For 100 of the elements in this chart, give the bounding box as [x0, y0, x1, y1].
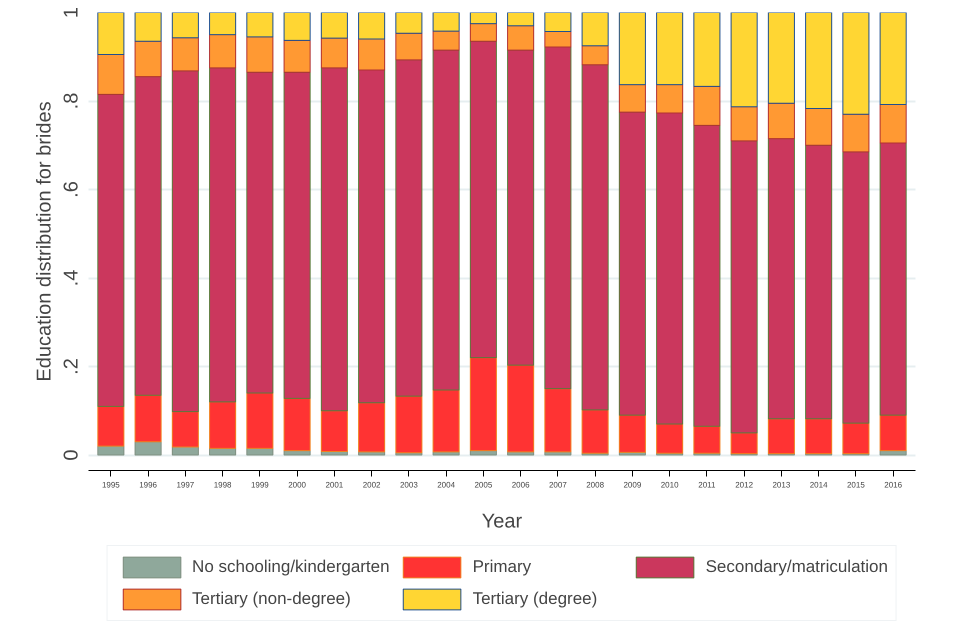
- bar: [768, 12, 795, 104]
- x-axis-title: Year: [482, 510, 523, 532]
- bar: [582, 409, 609, 454]
- bar: [507, 50, 534, 366]
- legend-label: Tertiary (degree): [472, 588, 598, 608]
- x-tick-label: 1995: [102, 480, 120, 490]
- bar: [656, 424, 684, 454]
- bar: [880, 12, 907, 106]
- bar: [395, 12, 422, 34]
- bar: [358, 402, 386, 452]
- legend-label: No schooling/kindergarten: [192, 556, 390, 576]
- bar: [693, 426, 720, 454]
- bar: [246, 12, 274, 38]
- bar: [470, 12, 497, 24]
- bar: [693, 86, 720, 126]
- bar: [730, 432, 758, 454]
- x-tick-label: 2015: [847, 480, 866, 490]
- bar: [768, 138, 795, 420]
- bar: [582, 64, 609, 410]
- bar: [97, 94, 124, 407]
- x-tick-label: 2007: [548, 480, 568, 490]
- bar: [693, 124, 720, 427]
- bar: [172, 37, 199, 72]
- bar: [768, 102, 795, 140]
- bar: [432, 389, 460, 452]
- bar: [358, 38, 386, 71]
- y-tick-label: .2: [60, 358, 82, 375]
- bar: [209, 67, 236, 402]
- bar: [544, 12, 572, 32]
- x-tick-label: 2001: [325, 480, 344, 490]
- bar: [246, 72, 274, 394]
- x-tick-label: 2011: [698, 480, 716, 490]
- bar: [805, 108, 832, 146]
- bar: [320, 38, 348, 68]
- bar: [432, 12, 460, 32]
- bar: [730, 140, 758, 434]
- bar: [618, 84, 646, 113]
- x-tick-label: 1997: [176, 480, 195, 490]
- bar: [134, 441, 162, 456]
- bar: [432, 30, 460, 51]
- bar: [134, 40, 162, 78]
- bar: [134, 76, 162, 396]
- bar: [358, 12, 386, 40]
- bar: [730, 106, 758, 142]
- x-tick-label: 2009: [623, 480, 642, 490]
- bar: [172, 70, 199, 412]
- x-tick-label: 2016: [884, 480, 903, 490]
- bar: [97, 12, 124, 56]
- bar: [320, 12, 348, 39]
- x-tick-label: 2010: [660, 480, 680, 490]
- y-tick-label: .4: [60, 270, 82, 286]
- bar: [544, 46, 572, 390]
- bar: [805, 144, 832, 420]
- y-tick-label: .6: [60, 181, 82, 198]
- x-tick-label: 1998: [214, 480, 232, 490]
- bar: [618, 12, 646, 86]
- bar: [395, 59, 422, 397]
- bar: [544, 31, 572, 48]
- bar: [470, 23, 497, 42]
- bar: [284, 40, 311, 73]
- bar: [284, 398, 311, 452]
- bar: [842, 114, 870, 152]
- bar: [507, 25, 534, 51]
- bar: [172, 411, 199, 448]
- bar: [97, 406, 124, 447]
- bar: [284, 12, 311, 41]
- bar: [842, 422, 870, 454]
- bar: [507, 364, 534, 452]
- x-tick-label: 2002: [362, 480, 382, 490]
- x-tick-label: 2008: [586, 480, 605, 490]
- x-tick-label: 2004: [437, 480, 456, 490]
- legend-label: Tertiary (non-degree): [192, 588, 351, 608]
- bar: [768, 418, 795, 454]
- bar: [97, 446, 124, 456]
- legend-label: Secondary/matriculation: [706, 556, 888, 576]
- x-tick-label: 2006: [512, 480, 530, 490]
- bar: [805, 418, 832, 454]
- bar: [693, 12, 720, 87]
- bar: [656, 84, 684, 114]
- bar: [618, 112, 646, 416]
- bar: [880, 104, 907, 144]
- bar: [507, 12, 534, 26]
- x-tick-label: 2003: [400, 480, 418, 490]
- bar: [842, 12, 870, 115]
- bar: [209, 401, 236, 449]
- bar: [842, 151, 870, 424]
- bar: [880, 142, 907, 416]
- bar: [209, 12, 236, 36]
- bar: [97, 54, 124, 95]
- bar: [582, 12, 609, 46]
- x-tick-label: 2014: [810, 480, 828, 490]
- bar: [656, 12, 684, 86]
- bar: [582, 45, 609, 66]
- bar: [134, 394, 162, 442]
- x-tick-label: 1999: [250, 480, 270, 490]
- bar: [618, 414, 646, 453]
- bar: [395, 396, 422, 454]
- bar: [246, 392, 274, 449]
- bar: [134, 12, 162, 42]
- legend-label: Primary: [472, 556, 532, 576]
